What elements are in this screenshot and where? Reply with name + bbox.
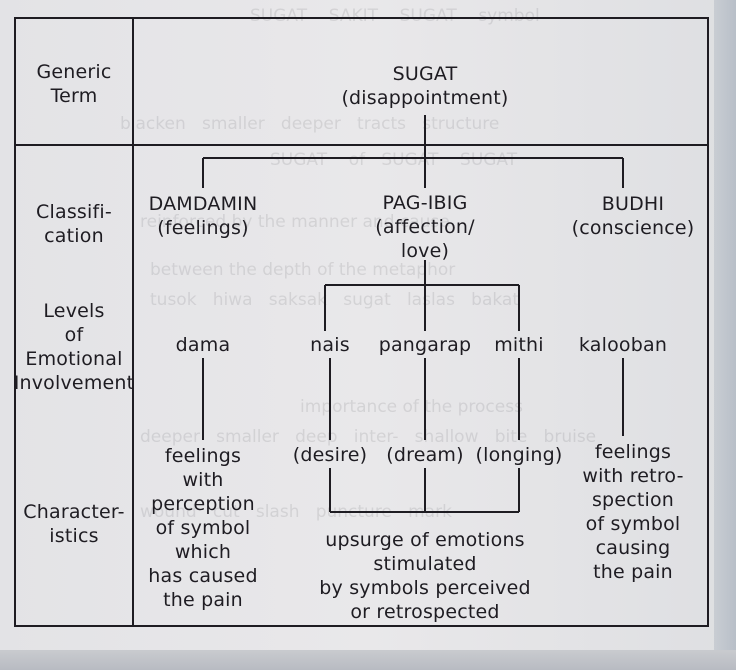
- row-label-classification: Classifi- cation: [36, 201, 112, 247]
- row-label-characteristics: Character- istics: [23, 501, 125, 547]
- char-pagibig-upsurge: upsurge of emotions stimulated by symbol…: [319, 529, 531, 623]
- char-budhi: feelings with retro- spection of symbol …: [582, 441, 684, 583]
- level-nais: nais: [310, 334, 350, 356]
- class-budhi: BUDHI (conscience): [571, 193, 695, 239]
- char-dream: (dream): [386, 444, 464, 466]
- row-label-generic-term: Generic Term: [36, 61, 112, 107]
- char-longing: (longing): [475, 444, 563, 466]
- page-right-edge: [714, 0, 736, 670]
- class-pagibig: PAG-IBIG (affection/ love): [375, 192, 475, 262]
- level-dama: dama: [175, 334, 231, 356]
- char-desire: (desire): [292, 444, 368, 466]
- level-kalooban: kalooban: [578, 334, 668, 356]
- table-frame: [14, 17, 709, 627]
- char-damdamin: feelings with perception of symbol which…: [148, 445, 258, 611]
- page-bottom-edge: [0, 650, 736, 670]
- class-damdamin: DAMDAMIN (feelings): [148, 193, 258, 239]
- row-label-levels: Levels of Emotional Involvement: [13, 300, 135, 394]
- generic-term-sugat: SUGAT (disappointment): [341, 63, 509, 109]
- level-pangarap: pangarap: [378, 334, 472, 356]
- level-mithi: mithi: [494, 334, 544, 356]
